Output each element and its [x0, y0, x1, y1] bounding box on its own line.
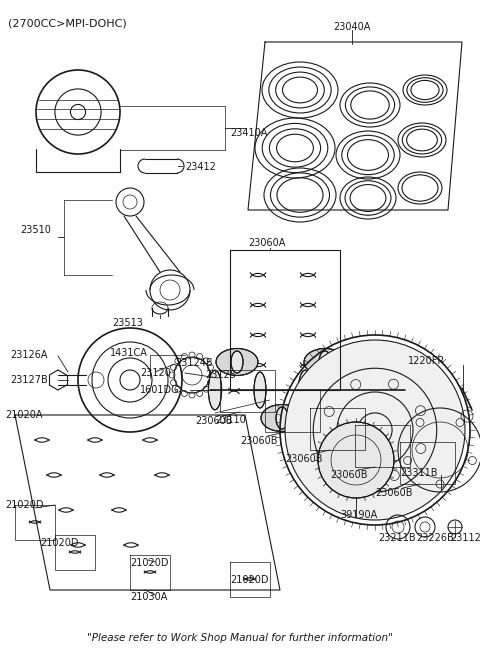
Text: 23110: 23110: [215, 415, 246, 425]
Circle shape: [285, 340, 465, 520]
Text: 23510: 23510: [20, 225, 51, 235]
Ellipse shape: [319, 351, 331, 373]
Text: 21030A: 21030A: [130, 592, 168, 602]
Text: 23040A: 23040A: [333, 22, 371, 32]
Text: 23513: 23513: [112, 318, 143, 328]
Ellipse shape: [299, 370, 312, 410]
Ellipse shape: [208, 370, 222, 410]
Text: 23410A: 23410A: [230, 128, 267, 138]
Circle shape: [318, 422, 394, 498]
Text: 23112: 23112: [450, 533, 480, 543]
Ellipse shape: [304, 348, 346, 375]
Text: 21020D: 21020D: [5, 500, 44, 510]
Text: 23120: 23120: [140, 368, 171, 378]
Ellipse shape: [231, 351, 243, 373]
Text: 23060B: 23060B: [330, 470, 368, 480]
Ellipse shape: [216, 348, 258, 375]
Text: 23211B: 23211B: [378, 533, 416, 543]
Text: 21020D: 21020D: [130, 558, 168, 568]
Text: 23412: 23412: [185, 162, 216, 172]
Ellipse shape: [276, 407, 288, 429]
Text: 21020A: 21020A: [5, 410, 43, 420]
Text: "Please refer to Work Shop Manual for further information": "Please refer to Work Shop Manual for fu…: [87, 633, 393, 643]
Text: 23060B: 23060B: [285, 454, 323, 464]
Text: 23060A: 23060A: [248, 238, 286, 248]
Ellipse shape: [362, 407, 374, 429]
Text: 39190A: 39190A: [340, 510, 377, 520]
Text: 23060B: 23060B: [375, 488, 412, 498]
Text: 23125: 23125: [205, 370, 236, 380]
Text: 23124B: 23124B: [175, 358, 213, 368]
Ellipse shape: [344, 372, 356, 408]
Text: 23060B: 23060B: [240, 436, 277, 446]
Ellipse shape: [347, 405, 389, 432]
Text: 23126A: 23126A: [10, 350, 48, 360]
Ellipse shape: [254, 372, 266, 408]
Text: 21020D: 21020D: [230, 575, 268, 585]
Text: 1601DG: 1601DG: [140, 385, 180, 395]
Text: 23226B: 23226B: [416, 533, 454, 543]
Ellipse shape: [384, 370, 396, 410]
Text: 21020D: 21020D: [40, 538, 79, 548]
Text: 1431CA: 1431CA: [110, 348, 148, 358]
Text: 1220FR: 1220FR: [408, 356, 445, 366]
Text: 23311B: 23311B: [400, 468, 437, 478]
Text: 23127B: 23127B: [10, 375, 48, 385]
Ellipse shape: [261, 405, 303, 432]
Text: 23060B: 23060B: [195, 416, 232, 426]
Text: (2700CC>MPI-DOHC): (2700CC>MPI-DOHC): [8, 18, 127, 28]
